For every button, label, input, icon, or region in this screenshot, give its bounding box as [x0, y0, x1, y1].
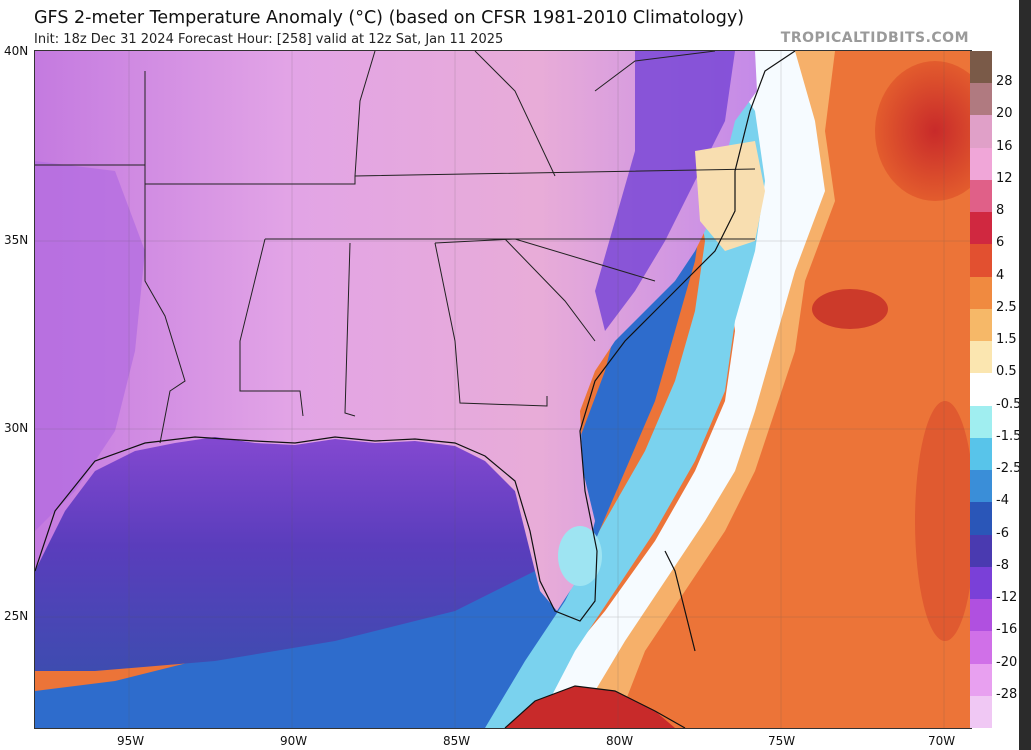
- warm-band-east: [915, 401, 971, 641]
- state-borders: [35, 51, 756, 444]
- colorbar-label: 6: [996, 235, 1005, 251]
- colorbar-label: -16: [996, 622, 1018, 638]
- colorbar-segment: [970, 566, 992, 600]
- hot-anomaly-ne: [875, 61, 971, 201]
- colorbar-label: -4: [996, 493, 1009, 509]
- colorbar-label: 0.5: [996, 364, 1017, 380]
- colorbar-label: 16: [996, 138, 1013, 154]
- colorbar-segment: [970, 115, 992, 149]
- colorbar-label: -12: [996, 590, 1018, 606]
- lat-label-40n: 40N: [4, 44, 29, 58]
- colorbar-segment: [970, 534, 992, 568]
- lon-label-85w: 85W: [443, 734, 471, 748]
- florida-cool-spot: [558, 526, 602, 586]
- colorbar-segment: [970, 212, 992, 245]
- site-credit: TROPICALTIDBITS.COM: [780, 30, 969, 46]
- colorbar-label: 12: [996, 170, 1013, 186]
- colorbar-label: -28: [996, 686, 1018, 702]
- lat-label-35n: 35N: [4, 233, 29, 247]
- colorbar-segment: [970, 83, 992, 116]
- colorbar-label: -0.5: [996, 396, 1022, 412]
- colorbar-label: 2.5: [996, 299, 1017, 315]
- colorbar-label: -6: [996, 525, 1009, 541]
- colorbar-segment: [970, 147, 992, 181]
- colorbar-label: -8: [996, 557, 1009, 573]
- map-title: GFS 2-meter Temperature Anomaly (°C) (ba…: [34, 8, 745, 28]
- colorbar-segment: [970, 470, 992, 503]
- colorbar-segment: [970, 244, 992, 278]
- scrollbar[interactable]: [1019, 0, 1031, 750]
- lon-label-70w: 70W: [928, 734, 956, 748]
- colorbar-segment: [970, 695, 992, 729]
- colorbar-segment: [970, 663, 992, 697]
- colorbar-segment: [970, 276, 992, 310]
- warm-outer-banks: [695, 141, 765, 251]
- colorbar-segment: [970, 631, 992, 665]
- colorbar-label: 8: [996, 203, 1005, 219]
- colorbar-label: 20: [996, 106, 1013, 122]
- map-header: GFS 2-meter Temperature Anomaly (°C) (ba…: [0, 0, 1031, 50]
- colorbar-label: -2.5: [996, 461, 1022, 477]
- colorbar: [970, 51, 992, 729]
- colorbar-segment: [970, 599, 992, 632]
- lon-label-80w: 80W: [606, 734, 634, 748]
- colorbar-label: 1.5: [996, 332, 1017, 348]
- lat-label-30n: 30N: [4, 421, 29, 435]
- coastlines: [35, 51, 796, 728]
- lon-label-95w: 95W: [117, 734, 145, 748]
- gulf-of-mexico-anomaly: [35, 421, 565, 671]
- lon-label-75w: 75W: [768, 734, 796, 748]
- cold-texas-fringe: [35, 161, 145, 531]
- map-canvas: [35, 51, 971, 728]
- hot-anomaly-atlantic: [812, 289, 888, 329]
- colorbar-segment: [970, 179, 992, 213]
- lat-label-25n: 25N: [4, 609, 29, 623]
- colorbar-segment: [970, 405, 992, 439]
- colorbar-label: 4: [996, 267, 1005, 283]
- colorbar-segment: [970, 502, 992, 536]
- colorbar-label: -20: [996, 654, 1018, 670]
- colorbar-segment: [970, 373, 992, 407]
- colorbar-segment: [970, 51, 992, 84]
- colorbar-segment: [970, 437, 992, 471]
- temperature-anomaly-map: [34, 50, 972, 729]
- colorbar-segment: [970, 341, 992, 374]
- graticule: [35, 51, 971, 728]
- colorbar-label: 28: [996, 74, 1013, 90]
- lon-label-90w: 90W: [280, 734, 308, 748]
- cold-east-coast: [595, 51, 735, 331]
- colorbar-label: -1.5: [996, 428, 1022, 444]
- colorbar-segment: [970, 308, 992, 342]
- southeast-us-land: [35, 51, 757, 611]
- map-subtitle: Init: 18z Dec 31 2024 Forecast Hour: [25…: [34, 32, 504, 47]
